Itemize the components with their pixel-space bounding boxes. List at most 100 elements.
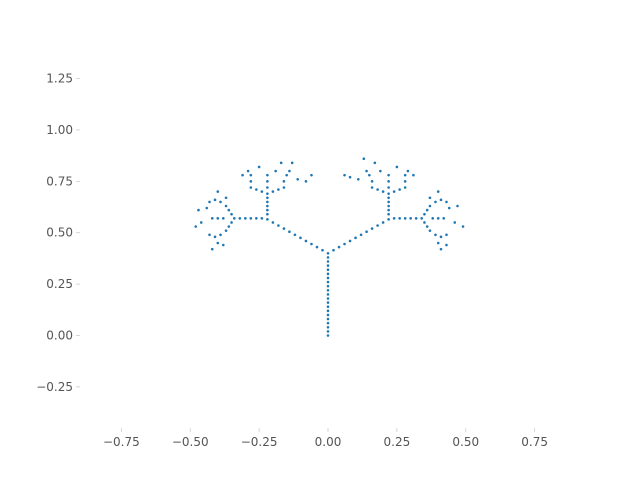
data-point (277, 188, 280, 191)
data-point (208, 200, 211, 204)
data-point (398, 217, 401, 220)
data-point (387, 196, 390, 200)
data-point (376, 224, 379, 227)
data-point (406, 169, 410, 173)
data-point (434, 233, 437, 237)
data-point (326, 321, 330, 325)
data-point (326, 268, 330, 272)
data-point (296, 177, 299, 181)
data-point (436, 190, 440, 193)
data-point (403, 186, 407, 189)
data-point (249, 217, 253, 220)
data-point (227, 208, 231, 212)
data-point (326, 284, 330, 288)
data-point (409, 217, 412, 220)
data-point (439, 198, 443, 202)
data-point (348, 175, 352, 179)
data-point (238, 217, 242, 220)
data-point (381, 190, 385, 193)
data-point (395, 165, 399, 169)
data-point (326, 297, 330, 300)
data-point (304, 180, 308, 183)
data-point (233, 217, 236, 220)
data-point (213, 198, 217, 202)
data-point (299, 236, 302, 240)
data-point (282, 227, 286, 230)
data-point (387, 180, 390, 183)
data-point (274, 169, 277, 173)
data-point (337, 245, 341, 249)
data-point (423, 212, 426, 216)
data-point (442, 217, 446, 220)
data-point (293, 233, 297, 237)
data-point (199, 221, 203, 224)
data-point (216, 190, 220, 193)
data-point (216, 217, 220, 220)
x-tick-label: −0.50 (172, 435, 209, 449)
data-point (230, 212, 233, 216)
data-point (359, 233, 363, 237)
data-point (436, 241, 440, 245)
data-point (326, 325, 330, 329)
data-point (271, 221, 275, 224)
data-point (205, 206, 209, 210)
y-tick-label: 1.25 (46, 72, 73, 86)
x-axis: −0.75 −0.50 −0.25 0.00 0.25 0.50 0.75 (103, 428, 548, 449)
data-point (362, 157, 366, 161)
data-point (403, 217, 407, 220)
data-point (348, 239, 352, 243)
data-point (288, 230, 291, 233)
data-point (381, 221, 385, 224)
data-point (447, 206, 451, 210)
y-tick-label: −0.25 (36, 380, 73, 394)
data-point (403, 180, 407, 183)
data-point (387, 208, 390, 212)
data-point (439, 247, 443, 251)
data-point (304, 239, 308, 243)
data-point (257, 165, 261, 169)
x-tick-label: 0.50 (452, 435, 479, 449)
data-point (420, 217, 423, 220)
data-point (354, 236, 357, 240)
data-point (266, 186, 269, 189)
data-point (315, 245, 319, 249)
data-point (387, 173, 390, 177)
data-point (326, 305, 330, 309)
x-tick-label: −0.75 (103, 435, 140, 449)
data-point (266, 212, 269, 216)
data-point (439, 235, 443, 239)
data-point (266, 208, 269, 212)
data-point (376, 188, 379, 191)
data-point (219, 233, 222, 237)
data-point (266, 200, 269, 204)
data-point (197, 208, 200, 212)
data-point (213, 235, 217, 239)
data-point (290, 161, 294, 165)
data-point (277, 224, 280, 227)
data-point (326, 288, 330, 292)
data-point (326, 251, 330, 255)
data-point (445, 200, 448, 204)
data-point (326, 264, 330, 267)
data-point (279, 161, 283, 165)
data-point (208, 233, 211, 237)
data-point (224, 196, 228, 200)
data-point (461, 225, 465, 228)
data-point (224, 229, 228, 232)
data-point (431, 217, 435, 220)
data-point (326, 293, 330, 296)
data-point (373, 161, 377, 165)
data-point (230, 221, 233, 224)
data-point (332, 248, 335, 252)
data-point (326, 301, 330, 304)
data-point (285, 173, 288, 177)
data-point (326, 317, 330, 321)
data-point (326, 313, 330, 317)
data-point (266, 180, 269, 183)
data-point (249, 173, 253, 177)
data-point (326, 272, 330, 276)
data-point (219, 200, 222, 204)
data-point (249, 180, 253, 183)
data-point (246, 169, 250, 173)
data-point (249, 186, 253, 189)
